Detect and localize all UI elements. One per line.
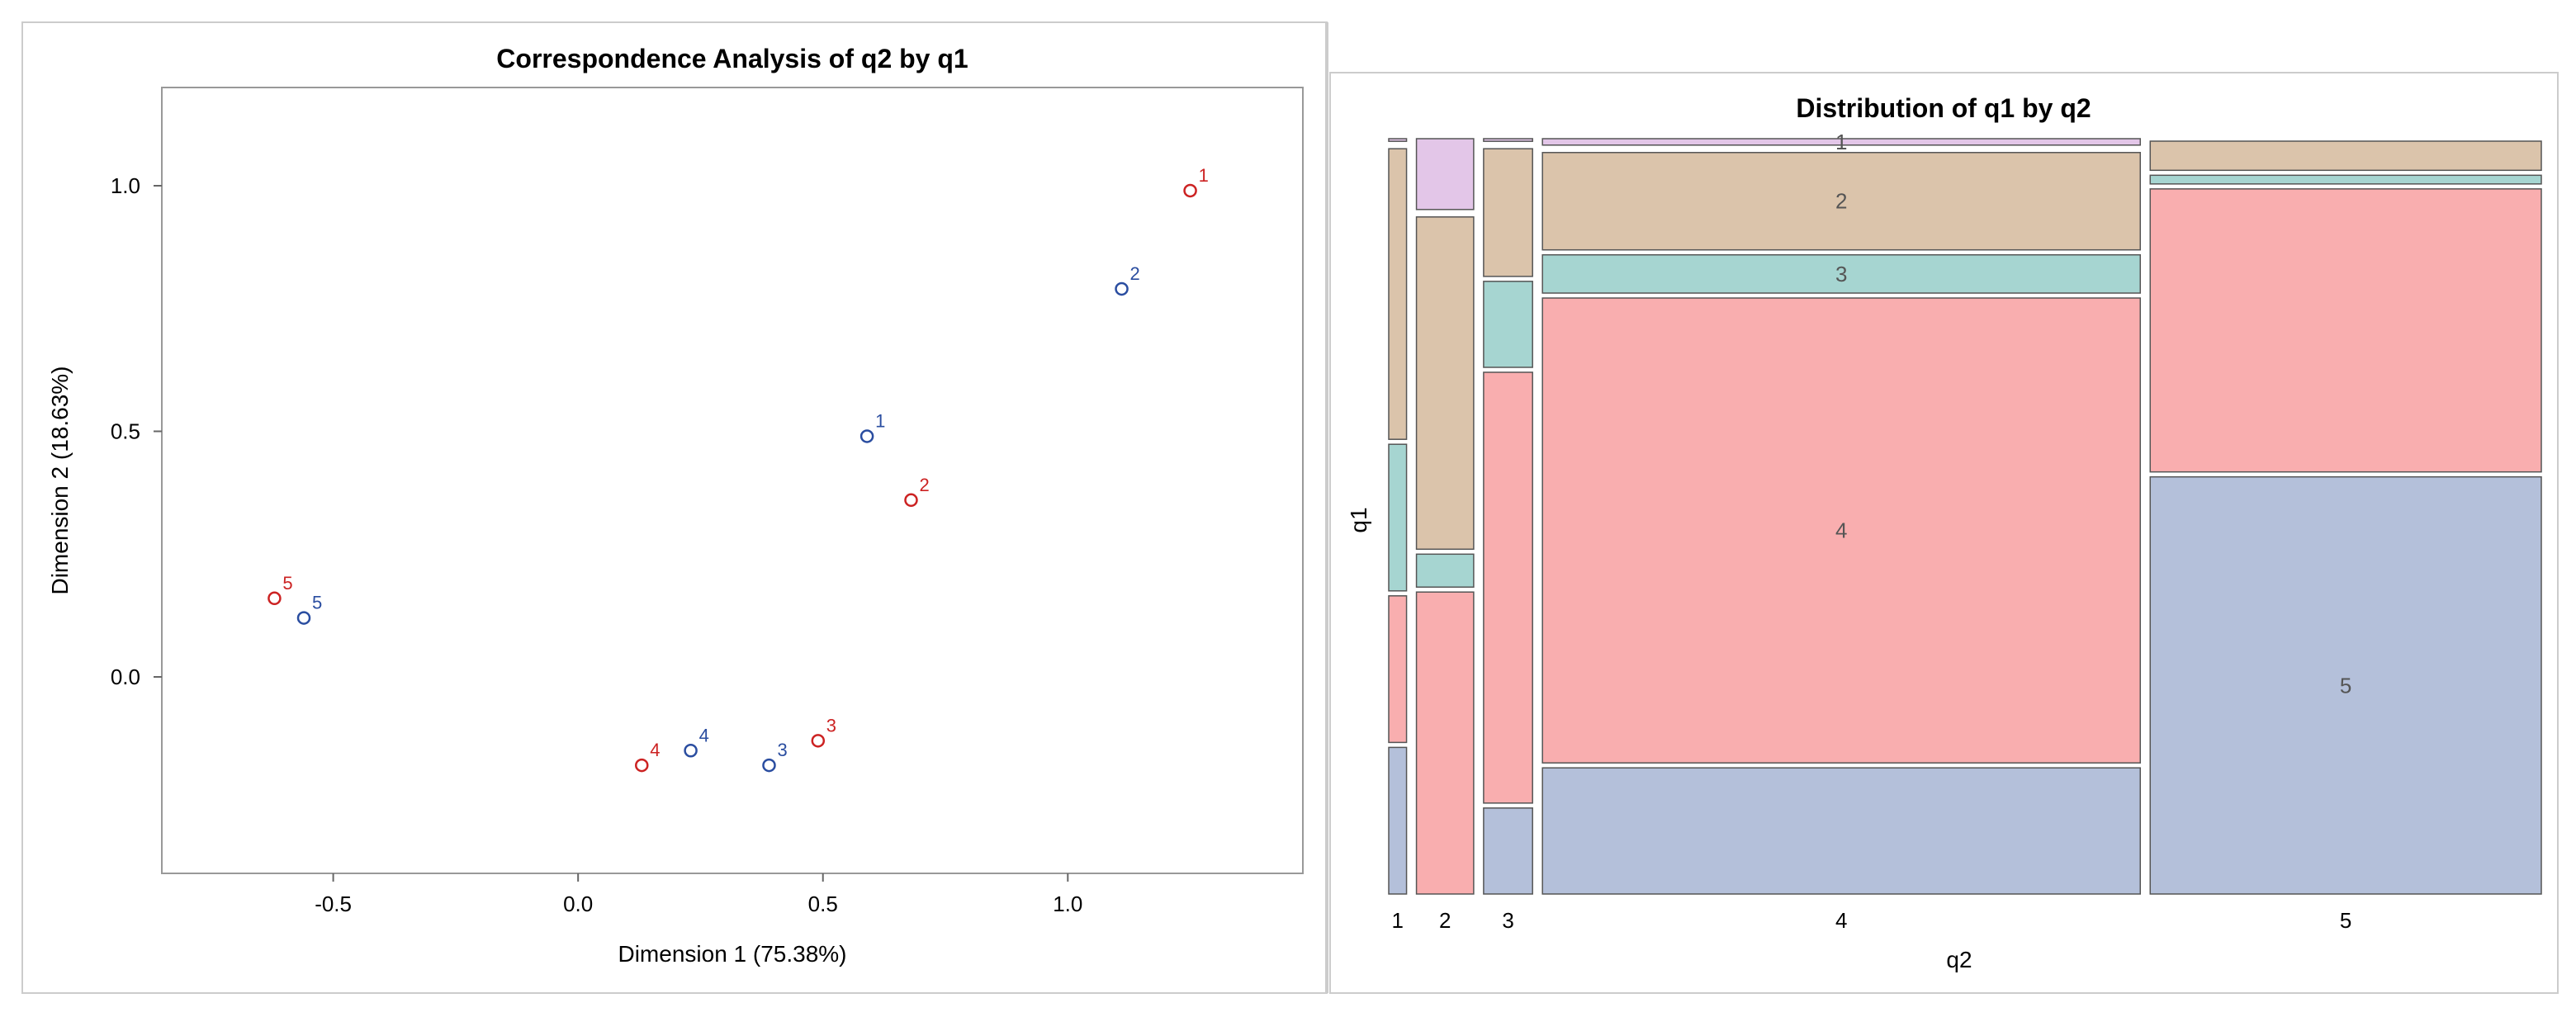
- mosaic-cell-q2-4-q1-1: [1541, 138, 2142, 146]
- ca-x-tick-label: 1.0: [1053, 892, 1082, 916]
- mosaic-x-axis: 1 2 3 4 5: [1392, 908, 2352, 933]
- mosaic-cell-q2-4-q1-2: [1541, 152, 2142, 251]
- ca-y-tick-label: 1.0: [111, 173, 140, 198]
- ca-y-tick-label: 0.5: [111, 419, 140, 444]
- ca-x-tick-label: 0.5: [808, 892, 838, 916]
- mosaic-cell-q2-1-q1-5: [1388, 746, 1408, 895]
- mosaic-cells-layer: 1 2 3 4 5: [1388, 130, 2542, 895]
- mosaic-cell-q2-5-q1-2: [2149, 140, 2542, 172]
- mosaic-cell-q2-3-q1-4: [1483, 371, 1533, 804]
- ca-point-label-q1-2: 2: [919, 475, 929, 495]
- mosaic-cell-q2-4-q1-3: [1541, 253, 2142, 294]
- mosaic-y-axis-label: q1: [1346, 507, 1371, 532]
- mosaic-cell-q2-4-q1-4: [1541, 297, 2142, 764]
- ca-y-tick-label: 0.0: [111, 665, 140, 689]
- mosaic-cell-q2-1-q1-4: [1388, 595, 1408, 744]
- mosaic-x-tick-label: 5: [2340, 908, 2351, 933]
- mosaic-cell-q2-3-q1-5: [1483, 807, 1533, 895]
- ca-point-label-q2-1: 1: [875, 410, 885, 431]
- ca-point-q2-2: [1115, 281, 1129, 296]
- ca-point-label-q1-5: 5: [282, 573, 292, 594]
- mosaic-cell-q2-1-q1-3: [1388, 443, 1408, 592]
- ca-x-axis-label: Dimension 1 (75.38%): [618, 941, 846, 967]
- ca-y-axis: 0.0 0.5 1.0: [111, 173, 162, 689]
- mosaic-cell-q2-1-q1-1: [1388, 138, 1408, 142]
- ca-point-label-q2-4: 4: [699, 725, 709, 745]
- ca-point-label-q1-3: 3: [826, 715, 836, 736]
- ca-point-label-q1-1: 1: [1199, 165, 1209, 186]
- mosaic-cell-q2-4-q1-5: [1541, 767, 2142, 895]
- mosaic-cell-q2-5-q1-3: [2149, 174, 2542, 185]
- ca-point-q1-1: [1183, 183, 1197, 198]
- ca-point-q2-1: [859, 429, 874, 443]
- mosaic-cell-q2-1-q1-2: [1388, 148, 1408, 440]
- ca-point-q1-2: [904, 493, 918, 508]
- ca-point-q2-3: [762, 758, 776, 773]
- mosaic-x-tick-label: 3: [1502, 908, 1513, 933]
- ca-point-label-q2-5: 5: [312, 593, 322, 613]
- mosaic-x-tick-label: 2: [1439, 908, 1451, 933]
- mosaic-cell-label-4-2: 2: [1835, 189, 1847, 214]
- ca-point-q1-4: [635, 758, 649, 773]
- ca-x-tick-label: -0.5: [315, 892, 352, 916]
- ca-point-q2-4: [684, 744, 698, 758]
- mosaic-x-axis-label: q2: [1946, 947, 1972, 972]
- mosaic-cell-q2-5-q1-4: [2149, 188, 2542, 473]
- mosaic-cell-q2-2-q1-3: [1415, 553, 1475, 588]
- ca-point-q1-3: [811, 734, 826, 748]
- mosaic-cell-q2-3-q1-1: [1483, 138, 1533, 142]
- mosaic-cell-label-5-5: 5: [2340, 673, 2351, 698]
- mosaic-x-tick-label: 1: [1392, 908, 1404, 933]
- mosaic-cell-q2-2-q1-4: [1415, 591, 1475, 895]
- correspondence-chart: Correspondence Analysis of q2 by q1 -0.5…: [47, 44, 1304, 967]
- ca-points-layer: 1 2 3 4 5 1 2 3 4 5: [268, 165, 1209, 773]
- ca-point-q2-5: [296, 611, 311, 625]
- mosaic-cell-q2-3-q1-3: [1483, 281, 1533, 368]
- ca-chart-title: Correspondence Analysis of q2 by q1: [496, 44, 968, 73]
- ca-x-axis: -0.5 0.0 0.5 1.0: [315, 873, 1082, 916]
- ca-point-label-q2-2: 2: [1130, 263, 1140, 284]
- mosaic-cell-label-4-3: 3: [1835, 262, 1847, 286]
- ca-y-axis-label: Dimension 2 (18.63%): [47, 366, 73, 594]
- mosaic-cell-label-4-1: 1: [1835, 130, 1847, 154]
- mosaic-chart-title: Distribution of q1 by q2: [1796, 93, 2091, 123]
- mosaic-cell-label-4-4: 4: [1835, 518, 1847, 543]
- mosaic-cell-q2-2-q1-1: [1415, 138, 1475, 210]
- ca-plot-area: [161, 87, 1304, 874]
- ca-x-tick-label: 0.0: [563, 892, 593, 916]
- mosaic-x-tick-label: 4: [1835, 908, 1847, 933]
- mosaic-cell-q2-5-q1-5: [2149, 475, 2542, 895]
- ca-point-label-q1-4: 4: [650, 740, 660, 760]
- mosaic-cell-q2-2-q1-2: [1415, 216, 1475, 551]
- ca-point-q1-5: [268, 591, 282, 606]
- ca-point-label-q2-3: 3: [777, 740, 787, 760]
- mosaic-cell-q2-3-q1-2: [1483, 148, 1533, 277]
